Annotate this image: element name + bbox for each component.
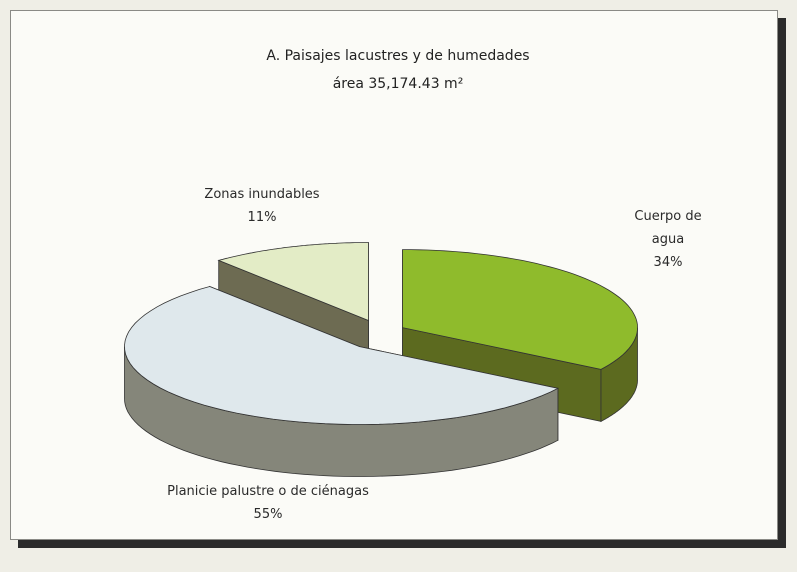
category-label: Planicie palustre o de ciénagas bbox=[167, 484, 369, 499]
category-label: Zonas inundables bbox=[204, 187, 320, 202]
slice-label: Zonas inundables 11% bbox=[162, 183, 362, 229]
slice bbox=[402, 249, 638, 370]
category-label: Cuerpo de agua bbox=[634, 209, 702, 247]
chart-title: A. Paisajes lacustres y de humedades bbox=[266, 48, 530, 64]
slice-label: Planicie palustre o de ciénagas 55% bbox=[108, 480, 428, 526]
slice-label: Cuerpo de agua 34% bbox=[623, 205, 713, 274]
slice bbox=[124, 285, 560, 477]
value-label: 55% bbox=[253, 507, 283, 522]
slice bbox=[124, 286, 560, 425]
slice bbox=[217, 242, 369, 322]
chart-subtitle: área 35,174.43 m² bbox=[332, 76, 464, 92]
value-label: 11% bbox=[247, 210, 277, 225]
value-label: 34% bbox=[653, 255, 683, 270]
